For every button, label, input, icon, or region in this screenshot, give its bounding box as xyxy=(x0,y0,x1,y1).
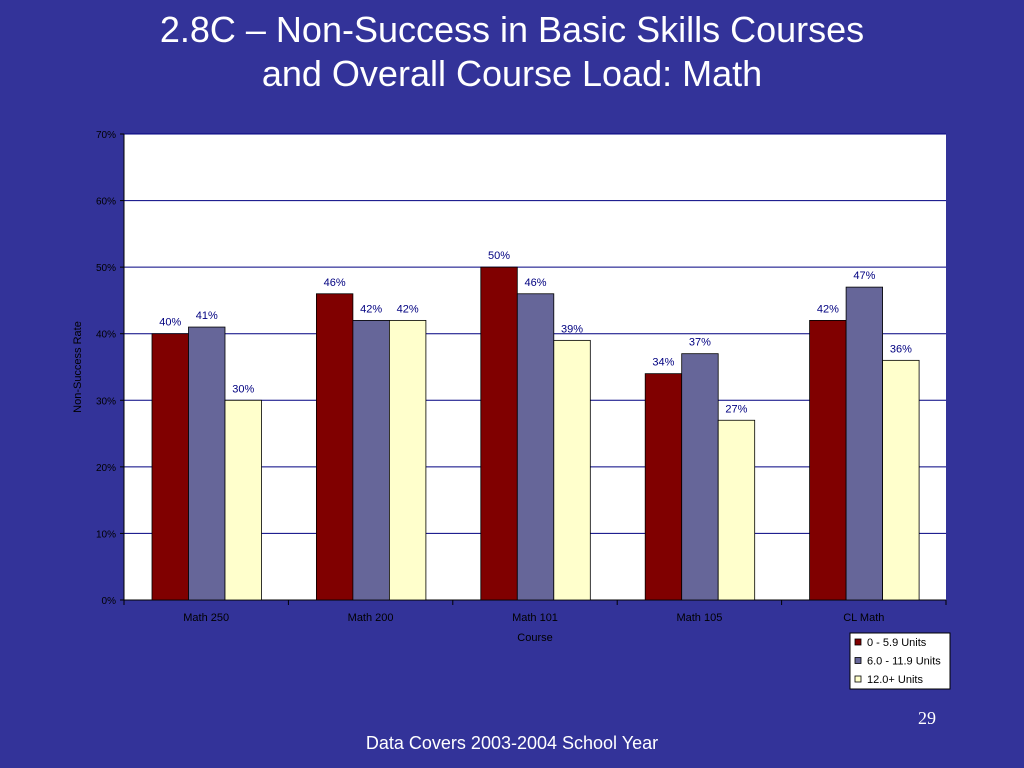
legend-label: 6.0 - 11.9 Units xyxy=(867,656,941,668)
bar xyxy=(644,373,683,601)
bar xyxy=(315,293,354,601)
bar xyxy=(480,266,518,601)
bar xyxy=(882,359,920,601)
bar xyxy=(151,333,189,601)
y-tick-label: 20% xyxy=(96,463,116,474)
bar xyxy=(809,319,847,601)
bar xyxy=(516,293,555,601)
bar xyxy=(553,339,591,601)
data-label: 37% xyxy=(689,337,711,349)
x-axis-title: Course xyxy=(517,632,552,644)
y-tick-label: 50% xyxy=(96,263,116,274)
x-tick-label: Math 200 xyxy=(348,612,394,624)
x-tick-label: CL Math xyxy=(843,612,884,624)
data-label: 50% xyxy=(488,250,510,262)
data-label: 42% xyxy=(360,303,382,315)
data-label: 36% xyxy=(890,343,912,355)
x-tick-label: Math 250 xyxy=(183,612,229,624)
bar xyxy=(717,419,756,601)
legend-swatch xyxy=(854,638,862,646)
bar xyxy=(845,286,883,601)
data-label: 30% xyxy=(232,383,254,395)
data-label: 46% xyxy=(324,277,346,289)
bar xyxy=(388,319,427,601)
y-tick-label: 30% xyxy=(96,396,116,407)
legend-label: 12.0+ Units xyxy=(867,674,923,686)
bar xyxy=(352,319,390,601)
legend xyxy=(849,632,951,690)
x-tick-label: Math 105 xyxy=(676,612,722,624)
page-number: 29 xyxy=(918,708,936,728)
data-label: 40% xyxy=(159,317,181,329)
y-tick-label: 10% xyxy=(96,529,116,540)
data-label: 46% xyxy=(525,277,547,289)
slide-title-line-1: 2.8C – Non-Success in Basic Skills Cours… xyxy=(159,9,865,50)
slide-title-line-2: and Overall Course Load: Math xyxy=(261,53,763,94)
x-tick-label: Math 101 xyxy=(512,612,558,624)
y-tick-label: 60% xyxy=(96,197,116,208)
legend-swatch xyxy=(854,657,862,664)
footer-note: Data Covers 2003-2004 School Year xyxy=(365,733,659,753)
data-label: 41% xyxy=(196,310,218,322)
y-tick-label: 0% xyxy=(102,596,117,607)
bar xyxy=(224,399,262,601)
data-label: 27% xyxy=(725,403,747,415)
bar xyxy=(681,353,719,601)
y-axis-title: Non-Success Rate xyxy=(72,321,84,413)
data-label: 42% xyxy=(817,303,839,315)
slide-title: 2.8C – Non-Success in Basic Skills Cours… xyxy=(0,8,1024,96)
legend-label: 0 - 5.9 Units xyxy=(867,637,927,649)
data-label: 39% xyxy=(561,323,583,335)
y-tick-label: 70% xyxy=(96,130,116,141)
legend-swatch xyxy=(854,675,862,683)
data-label: 34% xyxy=(652,357,674,369)
data-label: 47% xyxy=(853,270,875,282)
y-tick-label: 40% xyxy=(96,330,116,341)
bar xyxy=(188,326,226,601)
data-label: 42% xyxy=(397,303,419,315)
